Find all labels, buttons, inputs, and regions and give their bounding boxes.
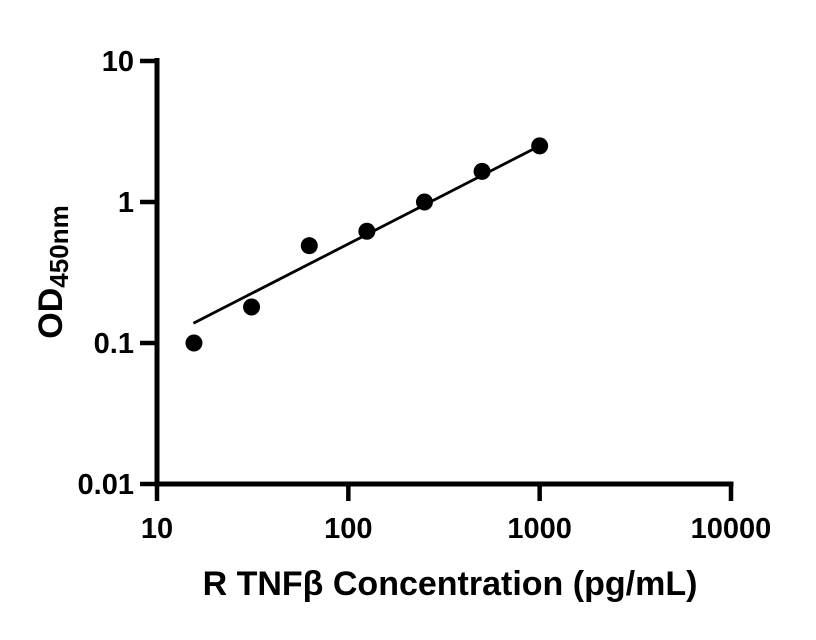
y-tick-label: 0.1 [94,328,134,360]
y-tick-label: 10 [102,46,134,78]
data-point [300,237,318,255]
y-axis-title: OD450nm [32,205,74,338]
x-tick-label: 100 [324,513,372,545]
data-point [358,222,376,240]
data-point [243,298,261,316]
y-axis-title-main: OD [32,288,70,339]
x-tick-label: 10 [141,513,173,545]
y-tick-label: 1 [118,187,134,219]
data-point [415,193,433,211]
y-tick-label: 0.01 [78,469,134,501]
x-tick-label: 10000 [691,513,772,545]
y-axis-title-subscript: 450nm [44,205,74,287]
x-tick-label: 1000 [507,513,572,545]
data-point [473,162,491,180]
axes-layer: 0.01 0.1 1 10 10 100 1000 10000 [78,46,772,545]
data-point [185,334,203,352]
x-axis-title: R TNFβ Concentration (pg/mL) [203,565,698,603]
data-point [531,137,549,155]
plot-layer [185,137,549,352]
